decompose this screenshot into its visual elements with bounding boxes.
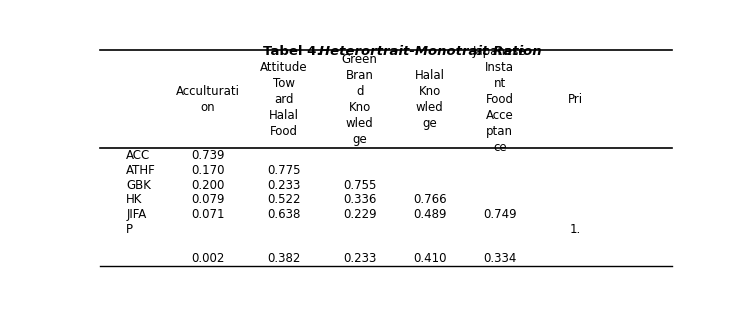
Text: 0.233: 0.233 xyxy=(267,179,300,192)
Text: 0.739: 0.739 xyxy=(191,149,224,162)
Text: 0.002: 0.002 xyxy=(191,252,224,265)
Text: 0.410: 0.410 xyxy=(413,252,447,265)
Text: 0.229: 0.229 xyxy=(343,208,376,221)
Text: ATHF: ATHF xyxy=(127,164,156,177)
Text: ACC: ACC xyxy=(127,149,151,162)
Text: 0.749: 0.749 xyxy=(483,208,517,221)
Text: 0.336: 0.336 xyxy=(343,193,376,206)
Text: 0.522: 0.522 xyxy=(267,193,300,206)
Text: 0.071: 0.071 xyxy=(191,208,224,221)
Text: 0.382: 0.382 xyxy=(267,252,300,265)
Text: Attitude
Tow
ard
Halal
Food: Attitude Tow ard Halal Food xyxy=(260,61,307,138)
Text: 0.079: 0.079 xyxy=(191,193,224,206)
Text: 0.200: 0.200 xyxy=(191,179,224,192)
Text: 0.766: 0.766 xyxy=(413,193,447,206)
Text: 0.170: 0.170 xyxy=(191,164,224,177)
Text: Japanese
Insta
nt
Food
Acce
ptan
ce: Japanese Insta nt Food Acce ptan ce xyxy=(473,45,526,154)
Text: 0.233: 0.233 xyxy=(343,252,376,265)
Text: Halal
Kno
wled
ge: Halal Kno wled ge xyxy=(415,69,445,130)
Text: Heterortrait-Monotrait Ration: Heterortrait-Monotrait Ration xyxy=(319,45,541,58)
Text: P: P xyxy=(127,223,133,236)
Text: 0.489: 0.489 xyxy=(413,208,447,221)
Text: 0.638: 0.638 xyxy=(267,208,300,221)
Text: 0.334: 0.334 xyxy=(483,252,517,265)
Text: GBK: GBK xyxy=(127,179,151,192)
Text: 1.: 1. xyxy=(570,223,581,236)
Text: Tabel 4.: Tabel 4. xyxy=(264,45,331,58)
Text: JIFA: JIFA xyxy=(127,208,147,221)
Text: Acculturati
on: Acculturati on xyxy=(176,85,240,114)
Text: HK: HK xyxy=(127,193,142,206)
Text: Pri: Pri xyxy=(568,93,583,106)
Text: Green
Bran
d
Kno
wled
ge: Green Bran d Kno wled ge xyxy=(342,53,377,146)
Text: 0.755: 0.755 xyxy=(343,179,376,192)
Text: 0.775: 0.775 xyxy=(267,164,300,177)
